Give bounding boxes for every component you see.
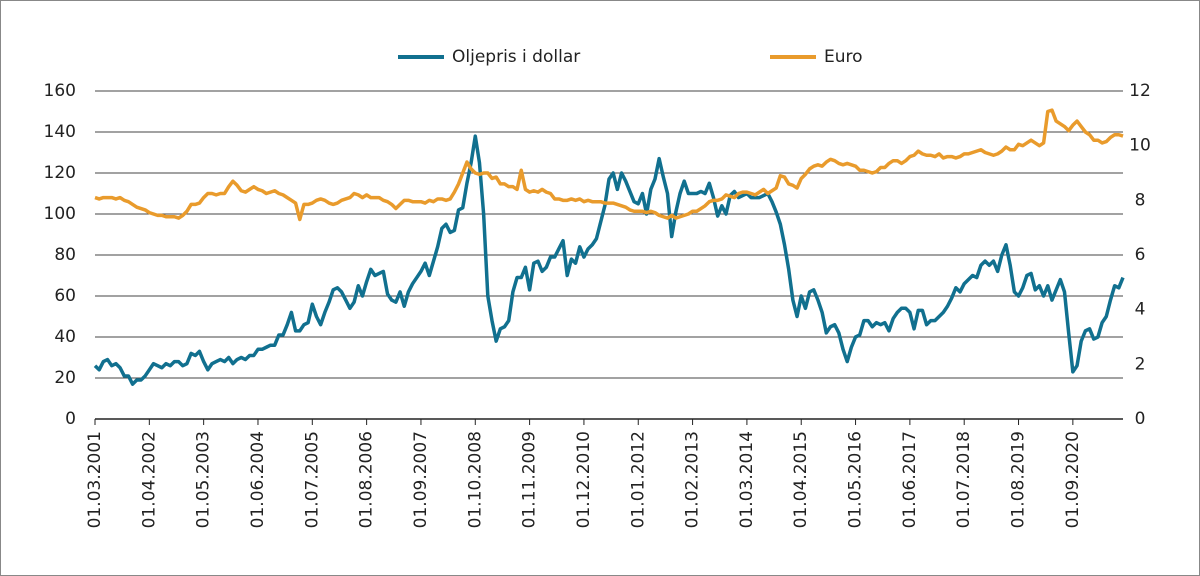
- y-tick-label: 40: [54, 327, 76, 347]
- series-line: [93, 134, 1125, 386]
- x-tick-label: 01.03.2001: [85, 431, 105, 528]
- x-tick-label: 01.05.2016: [846, 431, 866, 528]
- x-tick-label: 01.04.2015: [791, 431, 811, 528]
- x-tick-label: 01.07.2018: [954, 431, 974, 528]
- y2-tick-label: 12: [1129, 81, 1151, 101]
- x-tick-label: 01.06.2017: [900, 431, 920, 528]
- y-tick-label: 80: [54, 245, 76, 265]
- series-line: [94, 108, 1124, 222]
- y2-tick-label: 4: [1135, 300, 1146, 320]
- y2-tick-label: 10: [1129, 136, 1151, 156]
- y-tick-label: 140: [44, 122, 76, 142]
- x-tick-label: 01.04.2002: [139, 431, 159, 528]
- y2-tick-label: 2: [1135, 354, 1146, 374]
- y-tick-label: 160: [44, 81, 76, 101]
- x-tick-label: 01.05.2003: [194, 431, 214, 528]
- x-tick-label: 01.09.2020: [1063, 431, 1083, 528]
- y2-tick-label: 0: [1135, 409, 1146, 429]
- x-tick-label: 01.02.2013: [683, 431, 703, 528]
- x-tick-label: 01.09.2007: [411, 431, 431, 528]
- y-tick-label: 100: [44, 204, 76, 224]
- x-tick-label: 01.01.2012: [628, 431, 648, 528]
- y2-tick-label: 6: [1135, 245, 1146, 265]
- x-tick-label: 01.12.2010: [574, 431, 594, 528]
- y-tick-label: 60: [54, 286, 76, 306]
- x-tick-label: 01.08.2019: [1009, 431, 1029, 528]
- y-tick-label: 120: [44, 163, 76, 183]
- x-tick-label: 01.11.2009: [520, 431, 540, 528]
- x-tick-label: 01.08.2006: [357, 431, 377, 528]
- legend-label: Euro: [824, 47, 863, 67]
- y2-tick-label: 8: [1135, 190, 1146, 210]
- x-tick-label: 01.10.2008: [465, 431, 485, 528]
- y-tick-label: 20: [54, 368, 76, 388]
- x-tick-label: 01.06.2004: [248, 431, 268, 528]
- y-tick-label: 0: [65, 409, 76, 429]
- x-tick-label: 01.07.2005: [302, 431, 322, 528]
- x-tick-label: 01.03.2014: [737, 431, 757, 528]
- legend-label: Oljepris i dollar: [452, 47, 580, 67]
